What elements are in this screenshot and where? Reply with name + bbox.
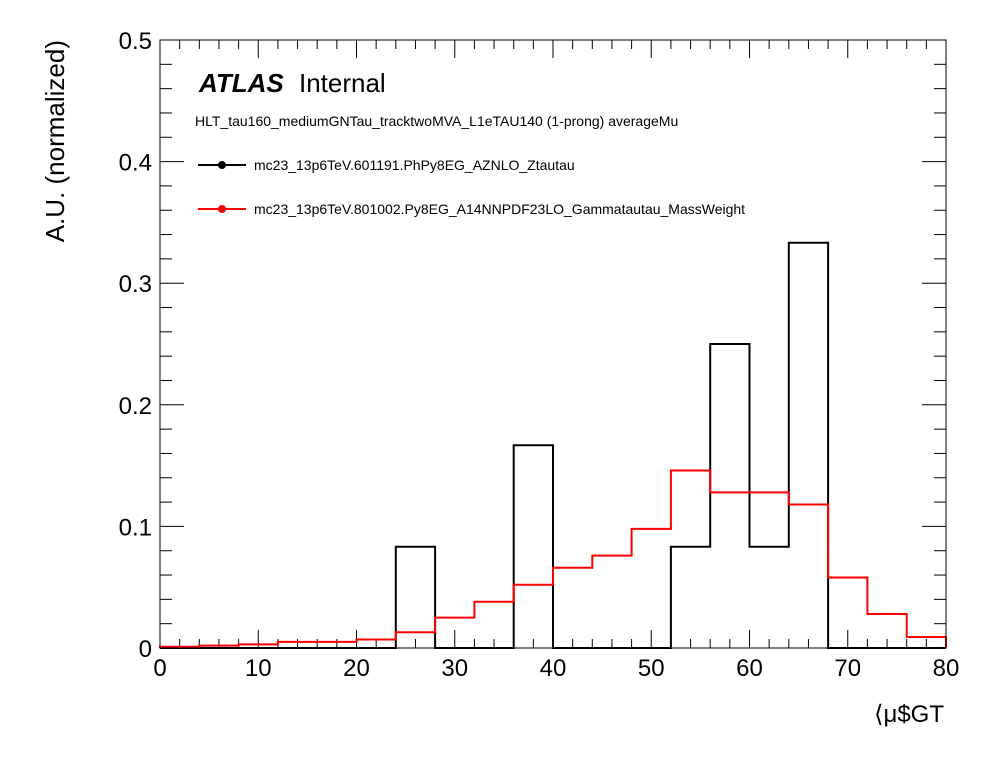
y-tick-label: 0.1	[119, 514, 152, 541]
x-tick-label: 20	[343, 655, 370, 682]
x-tick-label: 0	[153, 655, 166, 682]
plot-frame	[159, 39, 947, 649]
atlas-label-experiment: ATLAS	[198, 68, 284, 98]
legend-label-gammatautau: mc23_13p6TeV.801002.Py8EG_A14NNPDF23LO_G…	[254, 201, 745, 217]
x-tick-label: 50	[638, 655, 665, 682]
y-tick-label: 0.4	[119, 150, 152, 177]
x-tick-label: 60	[736, 655, 763, 682]
legend-marker-ztautau	[218, 161, 226, 169]
x-axis-title: ⟨μ$GT	[874, 701, 944, 728]
legend-entry-ztautau: mc23_13p6TeV.601191.PhPy8EG_AZNLO_Ztauta…	[198, 157, 575, 173]
series-gammatautau-histogram	[159, 469, 947, 648]
atlas-label-status: Internal	[299, 68, 386, 98]
y-tick-label: 0.3	[119, 271, 152, 298]
y-tick-label: 0.5	[119, 28, 152, 55]
x-tick-label: 30	[441, 655, 468, 682]
legend-entry-gammatautau: mc23_13p6TeV.801002.Py8EG_A14NNPDF23LO_G…	[198, 201, 745, 217]
atlas-label: ATLAS Internal	[198, 68, 386, 98]
y-tick-label: 0.2	[119, 393, 152, 420]
y-tick-label: 0	[139, 636, 152, 663]
y-axis-title: A.U. (normalized)	[40, 40, 70, 242]
legend-marker-gammatautau	[218, 205, 226, 213]
y-tick-labels: 0 0.1 0.2 0.3 0.4 0.5	[119, 28, 152, 663]
x-tick-label: 80	[933, 655, 960, 682]
x-tick-label: 70	[834, 655, 861, 682]
trigger-info-line: HLT_tau160_mediumGNTau_tracktwoMVA_L1eTA…	[195, 113, 678, 129]
x-tick-label: 10	[245, 655, 272, 682]
legend-label-ztautau: mc23_13p6TeV.601191.PhPy8EG_AZNLO_Ztauta…	[254, 157, 575, 173]
legend: mc23_13p6TeV.601191.PhPy8EG_AZNLO_Ztauta…	[198, 157, 745, 217]
x-tick-label: 40	[540, 655, 567, 682]
x-tick-labels: 0 10 20 30 40 50 60 70 80	[153, 655, 959, 682]
